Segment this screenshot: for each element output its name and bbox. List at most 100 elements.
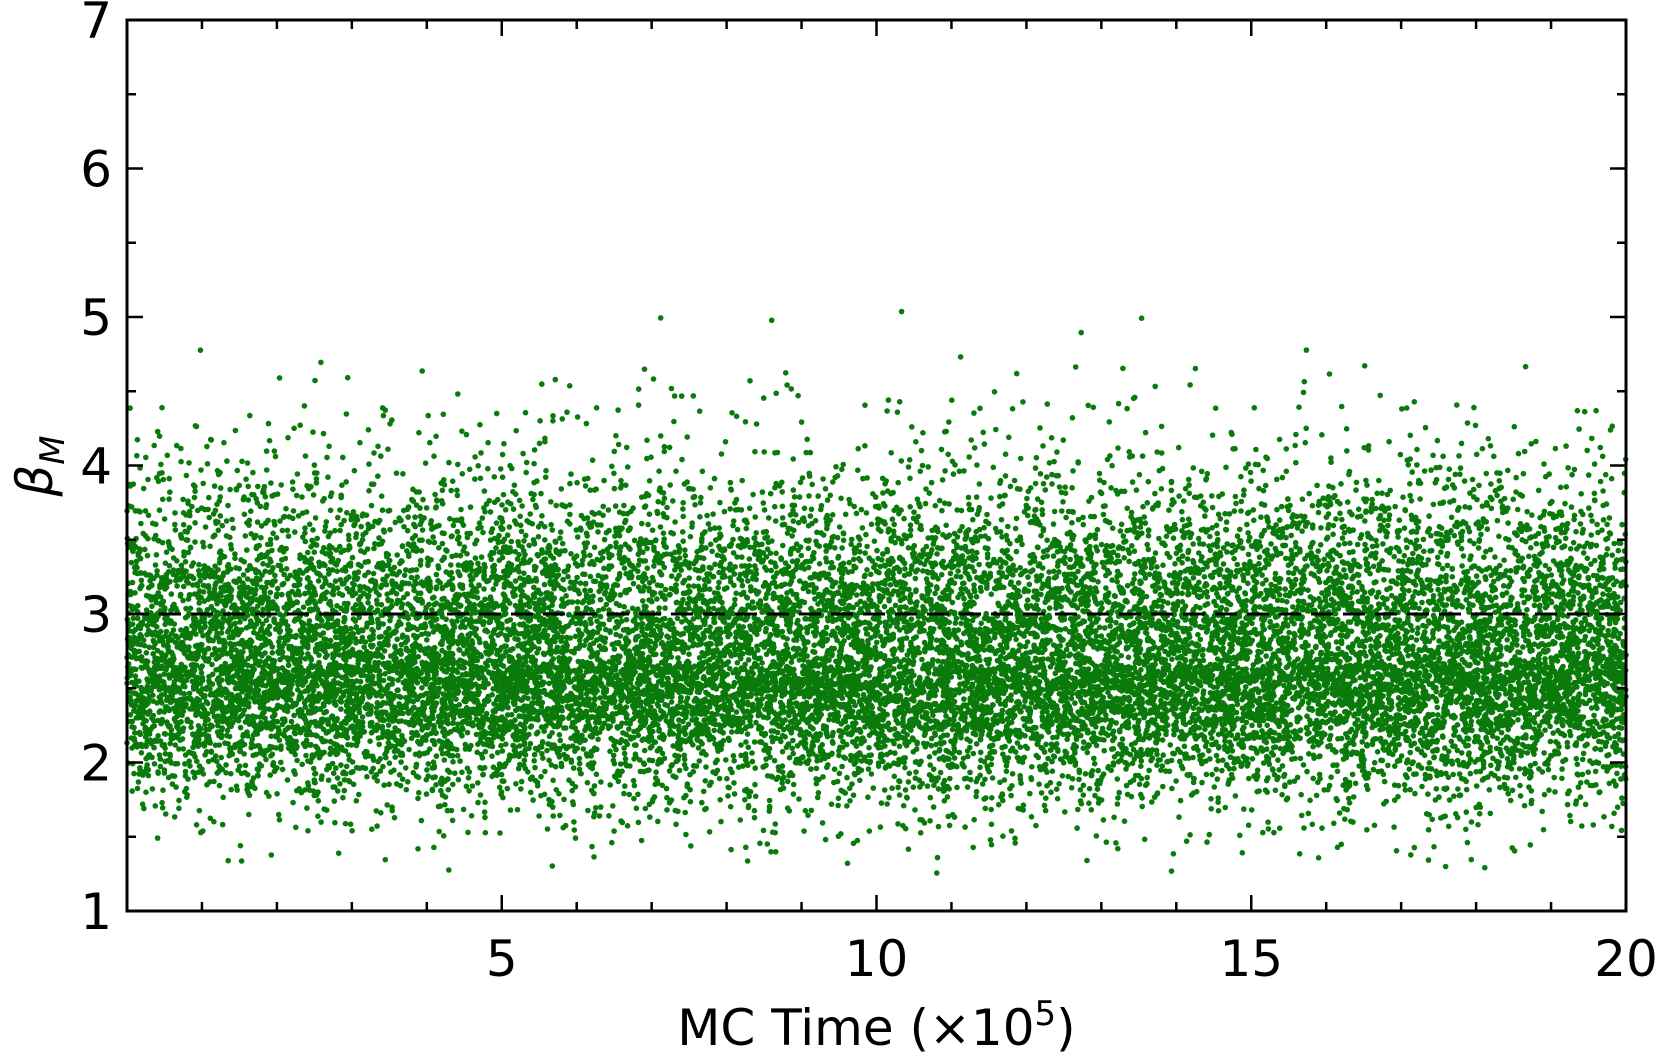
data-point	[919, 462, 926, 469]
data-point	[1022, 743, 1029, 750]
data-point	[530, 797, 536, 803]
data-point	[696, 408, 703, 415]
data-point	[744, 858, 751, 864]
data-point	[907, 475, 913, 482]
data-point	[1062, 484, 1068, 491]
data-point	[152, 532, 159, 539]
data-point	[977, 764, 983, 771]
data-point	[851, 503, 857, 510]
data-point	[587, 587, 594, 594]
data-point	[1464, 420, 1471, 426]
data-point	[308, 544, 314, 550]
data-point	[1606, 515, 1613, 521]
data-point	[666, 768, 673, 774]
data-point	[844, 774, 850, 781]
data-point	[909, 424, 915, 430]
data-point	[591, 854, 597, 860]
data-point	[232, 551, 238, 557]
data-point	[589, 843, 595, 850]
data-point	[990, 464, 997, 471]
data-point	[1028, 814, 1035, 820]
data-point	[1033, 822, 1039, 829]
data-point	[1435, 712, 1441, 718]
data-point	[919, 656, 925, 663]
data-point	[166, 475, 172, 482]
data-point	[886, 794, 892, 801]
data-point	[1026, 581, 1033, 588]
data-point	[1141, 836, 1148, 843]
data-point	[731, 758, 737, 764]
data-point	[1208, 796, 1214, 802]
data-point	[1527, 762, 1534, 769]
data-point	[419, 368, 426, 374]
data-point	[243, 476, 249, 483]
data-point	[1517, 782, 1523, 789]
data-point	[465, 591, 471, 597]
data-point	[241, 511, 248, 518]
data-point	[266, 437, 273, 444]
data-point	[1415, 625, 1421, 631]
data-point	[531, 447, 538, 453]
data-point	[1175, 444, 1182, 451]
data-point	[549, 863, 556, 869]
data-point	[1597, 746, 1604, 753]
data-point	[1507, 602, 1514, 608]
data-point	[672, 807, 679, 814]
data-point	[811, 642, 817, 648]
data-point	[1339, 580, 1345, 586]
data-point	[738, 742, 744, 748]
data-point	[463, 431, 470, 438]
data-point	[938, 446, 945, 453]
data-point	[1615, 547, 1622, 554]
data-point	[550, 418, 556, 424]
data-point	[930, 766, 937, 772]
data-point	[973, 793, 979, 800]
data-point	[896, 399, 903, 405]
data-point	[680, 500, 686, 506]
data-point	[780, 542, 786, 549]
data-point	[415, 846, 421, 852]
data-point	[846, 559, 852, 566]
data-point	[1054, 449, 1060, 455]
data-point	[969, 548, 975, 554]
data-point	[647, 814, 653, 820]
data-point	[768, 317, 775, 324]
data-point	[520, 450, 526, 457]
data-point	[760, 500, 767, 506]
data-point	[1046, 569, 1052, 575]
data-point	[630, 580, 637, 587]
data-point	[706, 829, 713, 835]
data-point	[977, 405, 983, 412]
data-point	[244, 576, 251, 582]
data-point	[978, 620, 984, 627]
data-point	[568, 471, 574, 477]
data-point	[408, 574, 415, 581]
data-point	[1115, 400, 1122, 407]
data-point	[1475, 821, 1481, 828]
data-point	[180, 496, 186, 503]
data-point	[1279, 474, 1286, 481]
data-point	[751, 739, 758, 745]
data-point	[1249, 722, 1255, 729]
data-point	[158, 461, 164, 468]
data-point	[1392, 763, 1398, 769]
data-point	[457, 758, 463, 764]
data-point	[580, 746, 587, 752]
data-point	[410, 769, 417, 776]
data-point	[895, 479, 901, 486]
data-point	[467, 504, 474, 510]
data-point	[224, 727, 231, 734]
data-point	[696, 758, 703, 764]
data-point	[1482, 864, 1488, 871]
data-point	[1088, 807, 1095, 813]
data-point	[737, 817, 744, 823]
data-point	[1331, 820, 1337, 827]
data-point	[1563, 484, 1570, 490]
data-point	[971, 410, 977, 416]
data-point	[454, 528, 461, 535]
data-point	[1078, 329, 1084, 336]
data-point	[1300, 389, 1307, 396]
data-point	[394, 552, 401, 558]
data-point	[566, 612, 572, 618]
data-point	[833, 464, 839, 470]
